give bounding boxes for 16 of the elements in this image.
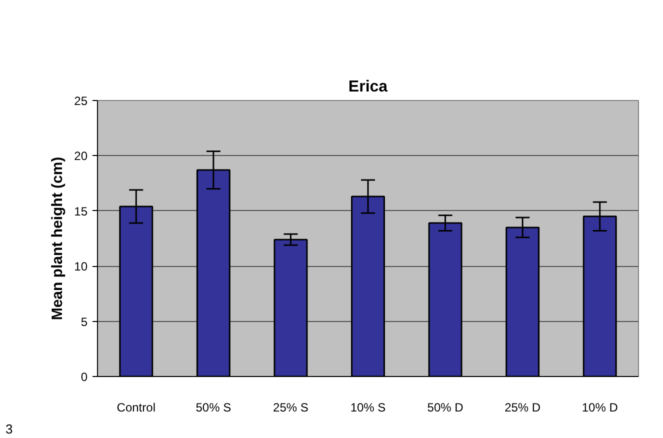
- y-tick-label: 20: [74, 149, 88, 164]
- text: 3: [6, 422, 13, 436]
- x-tick-label: 25% S: [273, 400, 308, 414]
- y-tick-label: 5: [80, 314, 88, 329]
- y-tick-label: 10: [74, 260, 88, 274]
- y-axis-title: Mean plant height (cm): [49, 156, 66, 320]
- y-tick-label: 25: [74, 94, 88, 108]
- x-tick-label: 50% S: [196, 400, 232, 414]
- x-tick-label: 10% D: [582, 400, 618, 414]
- chart-title: Erica: [348, 78, 388, 96]
- x-tick-label: 50% D: [427, 400, 464, 414]
- x-tick-label: 25% D: [504, 400, 541, 414]
- y-tick-label: 0: [80, 370, 88, 384]
- x-tick-label: Control: [116, 400, 156, 414]
- x-tick-label: 10% S: [350, 400, 386, 414]
- y-tick-label: 15: [74, 204, 88, 218]
